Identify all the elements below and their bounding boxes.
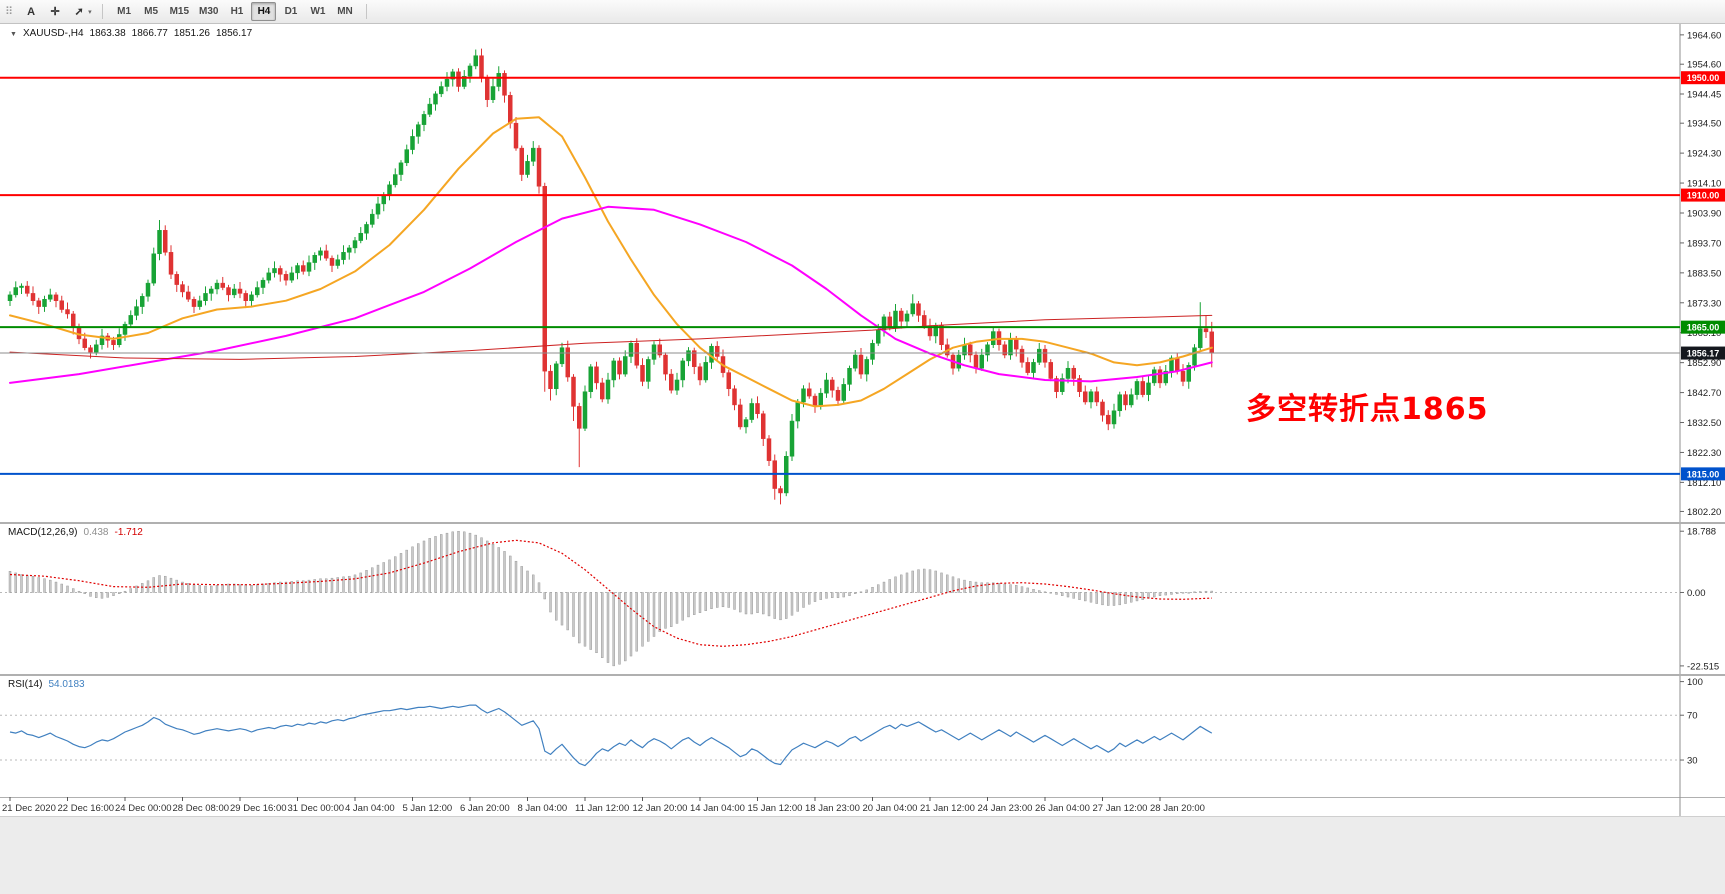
svg-text:24 Dec 00:00: 24 Dec 00:00 xyxy=(115,803,172,814)
svg-text:29 Dec 16:00: 29 Dec 16:00 xyxy=(230,803,287,814)
macd-histogram xyxy=(8,531,1213,667)
chevron-down-icon[interactable]: ▾ xyxy=(88,8,92,16)
macd-chart-canvas[interactable]: 18.788 0.00 -22.515 xyxy=(0,524,1725,674)
timeframe-button-m1[interactable]: M1 xyxy=(112,2,137,21)
macd-signal-line xyxy=(9,539,1212,647)
date-labels: 21 Dec 2020 22 Dec 16:00 24 Dec 00:00 28 De… xyxy=(2,797,1205,814)
main-chart-canvas[interactable]: 1964.60 1954.60 1944.45 1934.50 1924.30 1914.… xyxy=(0,24,1725,522)
svg-text:1832.50: 1832.50 xyxy=(1687,418,1721,429)
toolbar-divider xyxy=(366,4,368,19)
svg-text:1856.17: 1856.17 xyxy=(1687,349,1720,359)
svg-text:18 Jan 23:00: 18 Jan 23:00 xyxy=(805,803,860,814)
svg-text:22 Dec 16:00: 22 Dec 16:00 xyxy=(58,803,115,814)
main-toolbar: ⠿ A ✛ ➚ ▾ M1 M5 M15 M30 H1 H4 D1 W1 MN xyxy=(0,0,1725,24)
svg-text:15 Jan 12:00: 15 Jan 12:00 xyxy=(748,803,803,814)
svg-text:1934.50: 1934.50 xyxy=(1687,119,1721,130)
svg-text:5 Jan 12:00: 5 Jan 12:00 xyxy=(403,803,453,814)
svg-text:1914.10: 1914.10 xyxy=(1687,179,1721,190)
timeframe-button-m15[interactable]: M15 xyxy=(166,2,193,21)
timeframe-button-mn[interactable]: MN xyxy=(332,2,357,21)
toolbar-divider xyxy=(101,4,103,19)
svg-text:27 Jan 12:00: 27 Jan 12:00 xyxy=(1093,803,1148,814)
svg-text:14 Jan 04:00: 14 Jan 04:00 xyxy=(690,803,745,814)
svg-text:24 Jan 23:00: 24 Jan 23:00 xyxy=(978,803,1033,814)
svg-text:1924.30: 1924.30 xyxy=(1687,149,1721,160)
window-background xyxy=(0,816,1725,894)
svg-text:1815.00: 1815.00 xyxy=(1687,469,1720,479)
svg-text:1883.50: 1883.50 xyxy=(1687,268,1721,279)
svg-text:4 Jan 04:00: 4 Jan 04:00 xyxy=(345,803,395,814)
text-tool-button[interactable]: A xyxy=(20,2,42,22)
svg-text:1893.70: 1893.70 xyxy=(1687,238,1721,249)
svg-text:28 Jan 20:00: 28 Jan 20:00 xyxy=(1150,803,1205,814)
pane-splitter-macd[interactable] xyxy=(0,522,1725,524)
annotation-text[interactable]: 多空转折点1865 xyxy=(1246,392,1489,427)
svg-text:28 Dec 08:00: 28 Dec 08:00 xyxy=(173,803,230,814)
svg-text:1950.00: 1950.00 xyxy=(1687,73,1720,83)
svg-text:1802.20: 1802.20 xyxy=(1687,507,1721,518)
svg-text:1842.70: 1842.70 xyxy=(1687,388,1721,399)
svg-text:1954.60: 1954.60 xyxy=(1687,60,1721,71)
svg-text:18.788: 18.788 xyxy=(1687,527,1716,538)
timeframe-button-m5[interactable]: M5 xyxy=(139,2,164,21)
macd-axis: 18.788 0.00 -22.515 xyxy=(1679,524,1719,674)
svg-text:1873.30: 1873.30 xyxy=(1687,298,1721,309)
svg-text:70: 70 xyxy=(1687,711,1698,722)
moving-averages xyxy=(9,116,1213,408)
svg-text:1903.90: 1903.90 xyxy=(1687,208,1721,219)
timeframe-group: M1 M5 M15 M30 H1 H4 D1 W1 MN xyxy=(111,2,359,21)
svg-text:1863.10: 1863.10 xyxy=(1687,328,1721,339)
svg-text:21 Jan 12:00: 21 Jan 12:00 xyxy=(920,803,975,814)
drawing-tool-button[interactable]: ➚ xyxy=(68,2,90,22)
svg-text:12 Jan 20:00: 12 Jan 20:00 xyxy=(633,803,688,814)
svg-text:31 Dec 00:00: 31 Dec 00:00 xyxy=(288,803,345,814)
svg-text:21 Dec 2020: 21 Dec 2020 xyxy=(2,803,56,814)
candles xyxy=(7,48,1214,505)
svg-text:1964.60: 1964.60 xyxy=(1687,30,1721,41)
toolbar-grip[interactable]: ⠿ xyxy=(5,6,14,18)
svg-text:1944.45: 1944.45 xyxy=(1687,89,1721,100)
rsi-line xyxy=(9,704,1213,767)
svg-text:6 Jan 20:00: 6 Jan 20:00 xyxy=(460,803,510,814)
rsi-chart-canvas[interactable]: 100 70 30 xyxy=(0,676,1725,797)
svg-text:0.00: 0.00 xyxy=(1687,588,1706,599)
rsi-level-lines xyxy=(0,714,1680,761)
timeframe-button-m30[interactable]: M30 xyxy=(195,2,222,21)
svg-text:1812.10: 1812.10 xyxy=(1687,478,1721,489)
svg-text:100: 100 xyxy=(1687,677,1703,688)
svg-text:30: 30 xyxy=(1687,756,1698,767)
timeframe-button-w1[interactable]: W1 xyxy=(305,2,330,21)
svg-text:1910.00: 1910.00 xyxy=(1687,191,1720,201)
svg-text:11 Jan 12:00: 11 Jan 12:00 xyxy=(575,803,629,814)
svg-text:-22.515: -22.515 xyxy=(1687,661,1719,672)
horizontal-levels: 1950.00 1910.00 1865.00 1815.00 1856.17 xyxy=(0,71,1725,481)
price-axis: 1964.60 1954.60 1944.45 1934.50 1924.30 1914.… xyxy=(1679,24,1721,522)
svg-text:8 Jan 04:00: 8 Jan 04:00 xyxy=(518,803,568,814)
svg-text:1822.30: 1822.30 xyxy=(1687,448,1721,459)
rsi-axis: 100 70 30 xyxy=(1679,676,1703,797)
timeframe-button-h4[interactable]: H4 xyxy=(251,2,277,21)
crosshair-tool-button[interactable]: ✛ xyxy=(44,2,66,22)
timeframe-button-h1[interactable]: H1 xyxy=(224,2,249,21)
svg-text:1865.00: 1865.00 xyxy=(1687,323,1720,333)
svg-text:26 Jan 04:00: 26 Jan 04:00 xyxy=(1035,803,1090,814)
pane-splitter-rsi[interactable] xyxy=(0,674,1725,676)
svg-text:20 Jan 04:00: 20 Jan 04:00 xyxy=(863,803,918,814)
svg-text:1852.90: 1852.90 xyxy=(1687,358,1721,369)
timeframe-button-d1[interactable]: D1 xyxy=(278,2,303,21)
time-axis[interactable]: 21 Dec 2020 22 Dec 16:00 24 Dec 00:00 28 De… xyxy=(0,797,1725,816)
